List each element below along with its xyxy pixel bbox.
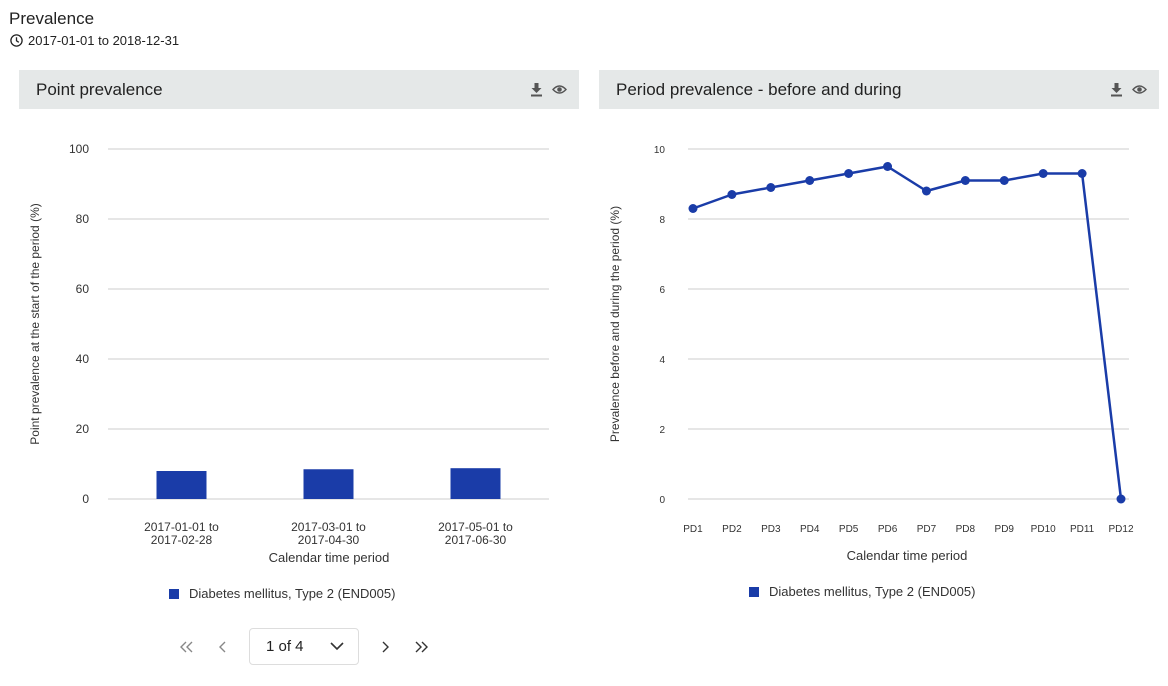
x-tick-label: PD3 (761, 524, 781, 535)
x-axis-label: Calendar time period (847, 548, 968, 563)
period-prevalence-header: Period prevalence - before and during (599, 70, 1159, 109)
panel-title: Point prevalence (36, 79, 163, 99)
y-tick-label: 6 (659, 285, 665, 296)
data-point[interactable] (999, 176, 1009, 185)
y-tick-label: 60 (76, 282, 90, 296)
chevron-down-icon (330, 642, 344, 651)
x-tick-label: 2017-01-01 to 2017-02-28 (144, 520, 219, 547)
y-tick-label: 80 (76, 212, 90, 226)
page-select-value: 1 of 4 (266, 638, 304, 655)
chevron-left-icon (219, 641, 226, 652)
x-tick-label: PD6 (878, 524, 898, 535)
data-point[interactable] (921, 186, 931, 196)
view-icon[interactable] (1132, 82, 1147, 97)
legend-label: Diabetes mellitus, Type 2 (END005) (189, 586, 396, 601)
data-point[interactable] (766, 183, 776, 192)
x-axis-label: Calendar time period (269, 550, 390, 565)
legend-label: Diabetes mellitus, Type 2 (END005) (769, 584, 976, 599)
legend-swatch (749, 586, 759, 597)
date-range-text: 2017-01-01 to 2018-12-31 (28, 33, 180, 48)
bar[interactable] (156, 471, 207, 499)
y-tick-label: 10 (654, 145, 666, 156)
y-axis-label: Prevalence before and during the period … (608, 206, 622, 442)
x-tick-label: PD5 (839, 524, 859, 535)
y-tick-label: 0 (82, 492, 89, 506)
bar[interactable] (303, 469, 354, 499)
pagination: 1 of 4 (175, 627, 433, 666)
last-page-button[interactable] (409, 635, 433, 659)
x-tick-label: PD11 (1070, 524, 1095, 535)
x-tick-label: PD7 (917, 524, 937, 535)
data-point[interactable] (1116, 494, 1126, 504)
data-point[interactable] (688, 204, 698, 213)
y-tick-label: 100 (69, 142, 89, 156)
y-tick-label: 0 (659, 495, 665, 506)
data-point[interactable] (805, 176, 815, 185)
point-prevalence-header: Point prevalence (19, 70, 579, 109)
data-point[interactable] (960, 176, 970, 185)
next-page-button[interactable] (373, 635, 397, 659)
x-tick-label: PD8 (956, 524, 976, 535)
date-range: 2017-01-01 to 2018-12-31 (10, 33, 179, 48)
y-tick-label: 2 (659, 425, 665, 436)
y-tick-label: 20 (76, 422, 90, 436)
download-icon[interactable] (529, 82, 544, 97)
x-tick-label: PD12 (1108, 524, 1133, 535)
x-tick-label: PD2 (722, 524, 742, 535)
data-point[interactable] (883, 162, 893, 171)
period-prevalence-chart: 0 2 4 6 8 10 PD1 PD2 PD3 PD4 PD5 PD6 PD7 PD8 PD9 PD10 P… (608, 145, 1134, 563)
point-prevalence-chart: 0 20 40 60 80 100 2017-01-01 to 2017-02-28 2017… (28, 142, 549, 565)
clock-icon (10, 34, 23, 47)
x-tick-label: 2017-03-01 to 2017-04-30 (291, 520, 366, 547)
series-line (692, 165, 1123, 500)
chevron-right-icon (382, 641, 389, 652)
y-tick-label: 8 (659, 215, 665, 226)
page-title: Prevalence (9, 9, 95, 28)
double-chevron-right-icon (415, 641, 428, 652)
y-axis-label: Point prevalence at the start of the per… (28, 203, 42, 444)
y-tick-label: 4 (659, 355, 665, 366)
x-tick-label: PD10 (1031, 524, 1056, 535)
view-icon[interactable] (552, 82, 567, 97)
data-point[interactable] (1038, 169, 1048, 178)
bar[interactable] (450, 468, 501, 499)
data-point[interactable] (727, 190, 737, 199)
x-tick-label: PD4 (800, 524, 820, 535)
legend[interactable]: Diabetes mellitus, Type 2 (END005) (169, 586, 395, 601)
data-point[interactable] (844, 169, 854, 178)
page-select[interactable]: 1 of 4 (249, 628, 359, 665)
x-tick-label: PD1 (683, 524, 703, 535)
legend-swatch (169, 588, 179, 599)
x-tick-label: PD9 (995, 524, 1015, 535)
panel-title: Period prevalence - before and during (616, 79, 902, 99)
data-point[interactable] (1077, 169, 1087, 178)
y-tick-label: 40 (76, 352, 90, 366)
x-tick-label: 2017-05-01 to 2017-06-30 (438, 520, 513, 547)
download-icon[interactable] (1109, 82, 1124, 97)
previous-page-button[interactable] (211, 635, 235, 659)
legend[interactable]: Diabetes mellitus, Type 2 (END005) (749, 584, 975, 599)
double-chevron-left-icon (180, 641, 193, 652)
first-page-button[interactable] (175, 635, 199, 659)
